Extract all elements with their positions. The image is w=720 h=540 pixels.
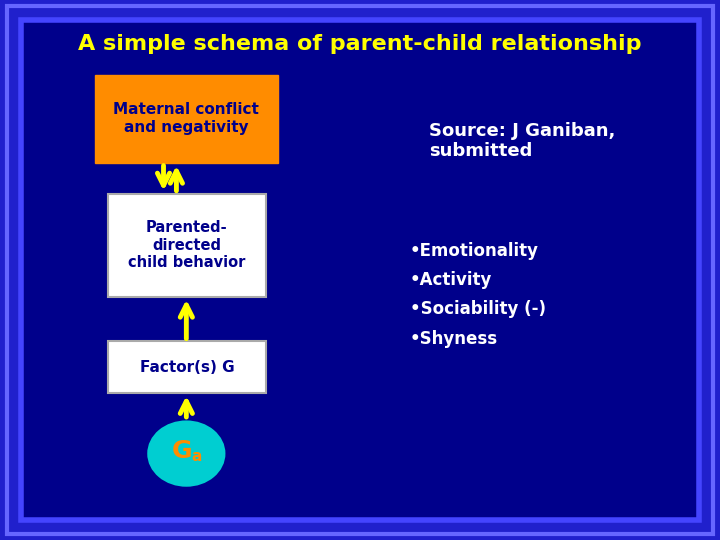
- FancyBboxPatch shape: [95, 75, 278, 163]
- Text: Factor(s) G: Factor(s) G: [140, 360, 234, 375]
- Text: A simple schema of parent-child relationship: A simple schema of parent-child relation…: [78, 33, 642, 54]
- Text: Maternal conflict
and negativity: Maternal conflict and negativity: [113, 103, 259, 135]
- Text: G: G: [172, 438, 193, 463]
- Text: a: a: [191, 449, 202, 464]
- Text: Parented-
directed
child behavior: Parented- directed child behavior: [128, 220, 246, 270]
- Text: •Emotionality
•Activity
•Sociability (-)
•Shyness: •Emotionality •Activity •Sociability (-)…: [410, 242, 546, 348]
- FancyBboxPatch shape: [108, 341, 266, 393]
- FancyBboxPatch shape: [108, 193, 266, 297]
- Ellipse shape: [148, 422, 224, 485]
- FancyBboxPatch shape: [21, 20, 699, 520]
- Text: Source: J Ganiban,
submitted: Source: J Ganiban, submitted: [429, 122, 616, 160]
